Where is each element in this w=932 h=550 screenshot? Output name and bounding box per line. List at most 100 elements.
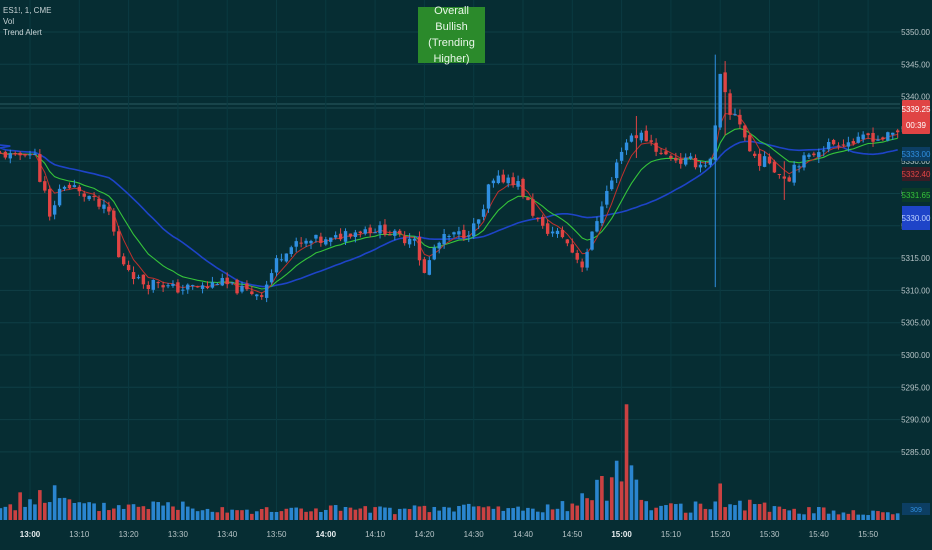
volume-bar bbox=[82, 503, 87, 520]
volume-bar bbox=[565, 511, 570, 520]
x-tick-label: 13:30 bbox=[168, 530, 189, 539]
volume-bar bbox=[97, 511, 101, 520]
candle-body bbox=[472, 223, 476, 237]
volume-bar bbox=[688, 512, 693, 520]
x-tick-label: 14:30 bbox=[464, 530, 485, 539]
symbol-label[interactable]: ES1!, 1, CME bbox=[3, 6, 52, 15]
volume-bar bbox=[738, 500, 742, 520]
candle-body bbox=[895, 130, 900, 133]
volume-indicator-label[interactable]: Vol bbox=[3, 17, 15, 26]
candle-body bbox=[176, 282, 180, 293]
volume-bar bbox=[481, 507, 486, 520]
candle-body bbox=[3, 151, 8, 158]
volume-bar bbox=[674, 504, 678, 520]
candle-body bbox=[807, 154, 811, 157]
countdown-label: 00:39 bbox=[906, 121, 927, 130]
volume-bar bbox=[126, 504, 131, 520]
candle-body bbox=[432, 247, 436, 260]
candle-body bbox=[876, 139, 880, 141]
volume-bar bbox=[846, 513, 851, 520]
x-tick-label: 14:20 bbox=[414, 530, 435, 539]
volume-bar bbox=[609, 477, 614, 520]
candle-body bbox=[38, 154, 42, 182]
volume-bar bbox=[678, 503, 683, 520]
x-tick-label: 13:00 bbox=[20, 530, 41, 539]
candle-body bbox=[600, 206, 604, 224]
candle-body bbox=[501, 174, 505, 183]
candle-body bbox=[186, 284, 190, 290]
volume-bar bbox=[225, 512, 229, 520]
volume-bar bbox=[422, 505, 427, 520]
volume-bar bbox=[171, 506, 175, 520]
candle-body bbox=[496, 175, 501, 184]
ma-blue-tag bbox=[902, 147, 930, 161]
volume-bar bbox=[639, 499, 644, 520]
volume-bar bbox=[87, 502, 91, 520]
candle-body bbox=[526, 197, 530, 201]
volume-bar bbox=[585, 498, 589, 520]
candle-body bbox=[787, 177, 791, 182]
candle-body bbox=[97, 198, 101, 207]
volume-bar bbox=[595, 479, 599, 520]
candle-body bbox=[486, 184, 491, 209]
ma-red-line bbox=[0, 113, 898, 294]
volume-bar bbox=[767, 511, 772, 520]
volume-bar bbox=[220, 507, 225, 520]
x-tick-label: 15:20 bbox=[710, 530, 731, 539]
y-tick-label: 5310.00 bbox=[901, 286, 930, 295]
ma-green-tag bbox=[902, 188, 930, 202]
candle-body bbox=[861, 134, 865, 140]
time-axis[interactable]: 13:00 13:10 13:20 13:30 13:40 13:50 14:00 14:10… bbox=[20, 530, 879, 539]
x-tick-label: 13:20 bbox=[119, 530, 140, 539]
candle-body bbox=[728, 93, 732, 115]
y-tick-label: 5340.00 bbox=[901, 93, 930, 102]
volume-bar bbox=[57, 498, 62, 520]
volume-bar bbox=[792, 508, 796, 520]
candle-body bbox=[245, 283, 249, 290]
candle-body bbox=[304, 240, 308, 244]
volume-bar bbox=[491, 508, 496, 520]
volume-bar bbox=[590, 500, 594, 520]
candle-body bbox=[338, 233, 343, 240]
volume-bar bbox=[417, 506, 422, 520]
candle-body bbox=[476, 219, 481, 224]
candle-body bbox=[43, 181, 47, 191]
volume-bar bbox=[535, 511, 540, 520]
chart-legend: ES1!, 1, CME Vol Trend Alert bbox=[3, 5, 51, 38]
volume-bar bbox=[703, 508, 708, 520]
volume-bar bbox=[619, 481, 624, 520]
candle-body bbox=[491, 180, 496, 184]
candle-body bbox=[629, 135, 634, 142]
candle-body bbox=[215, 284, 220, 286]
volume-bar bbox=[817, 507, 821, 520]
volume-bar bbox=[156, 502, 160, 520]
volume-bar bbox=[141, 506, 146, 520]
candle-body bbox=[190, 285, 195, 287]
candle-body bbox=[886, 132, 890, 141]
volume-bar bbox=[649, 510, 653, 520]
candle-body bbox=[555, 230, 560, 235]
volume-bar bbox=[516, 506, 520, 520]
candle-body bbox=[881, 137, 885, 140]
trend-alert-indicator-label[interactable]: Trend Alert bbox=[3, 28, 42, 37]
volume-bar bbox=[47, 502, 52, 520]
trend-banner: Overall Bullish (Trending Higher) bbox=[418, 5, 485, 65]
candle-body bbox=[383, 224, 387, 235]
candle-body bbox=[659, 152, 663, 154]
candle-body bbox=[264, 284, 269, 298]
volume-bar bbox=[782, 508, 787, 520]
volume-bar bbox=[319, 512, 323, 520]
candle-body bbox=[822, 150, 826, 152]
volume-bar bbox=[471, 506, 476, 520]
volume-bar bbox=[146, 509, 151, 520]
volume-bar bbox=[545, 504, 550, 520]
volume-bar bbox=[210, 511, 215, 520]
x-tick-label: 14:50 bbox=[562, 530, 583, 539]
x-tick-label: 13:10 bbox=[69, 530, 90, 539]
candle-body bbox=[851, 141, 856, 144]
volume-bar bbox=[304, 511, 308, 520]
volume-bar bbox=[812, 513, 816, 520]
candle-body bbox=[398, 230, 402, 234]
